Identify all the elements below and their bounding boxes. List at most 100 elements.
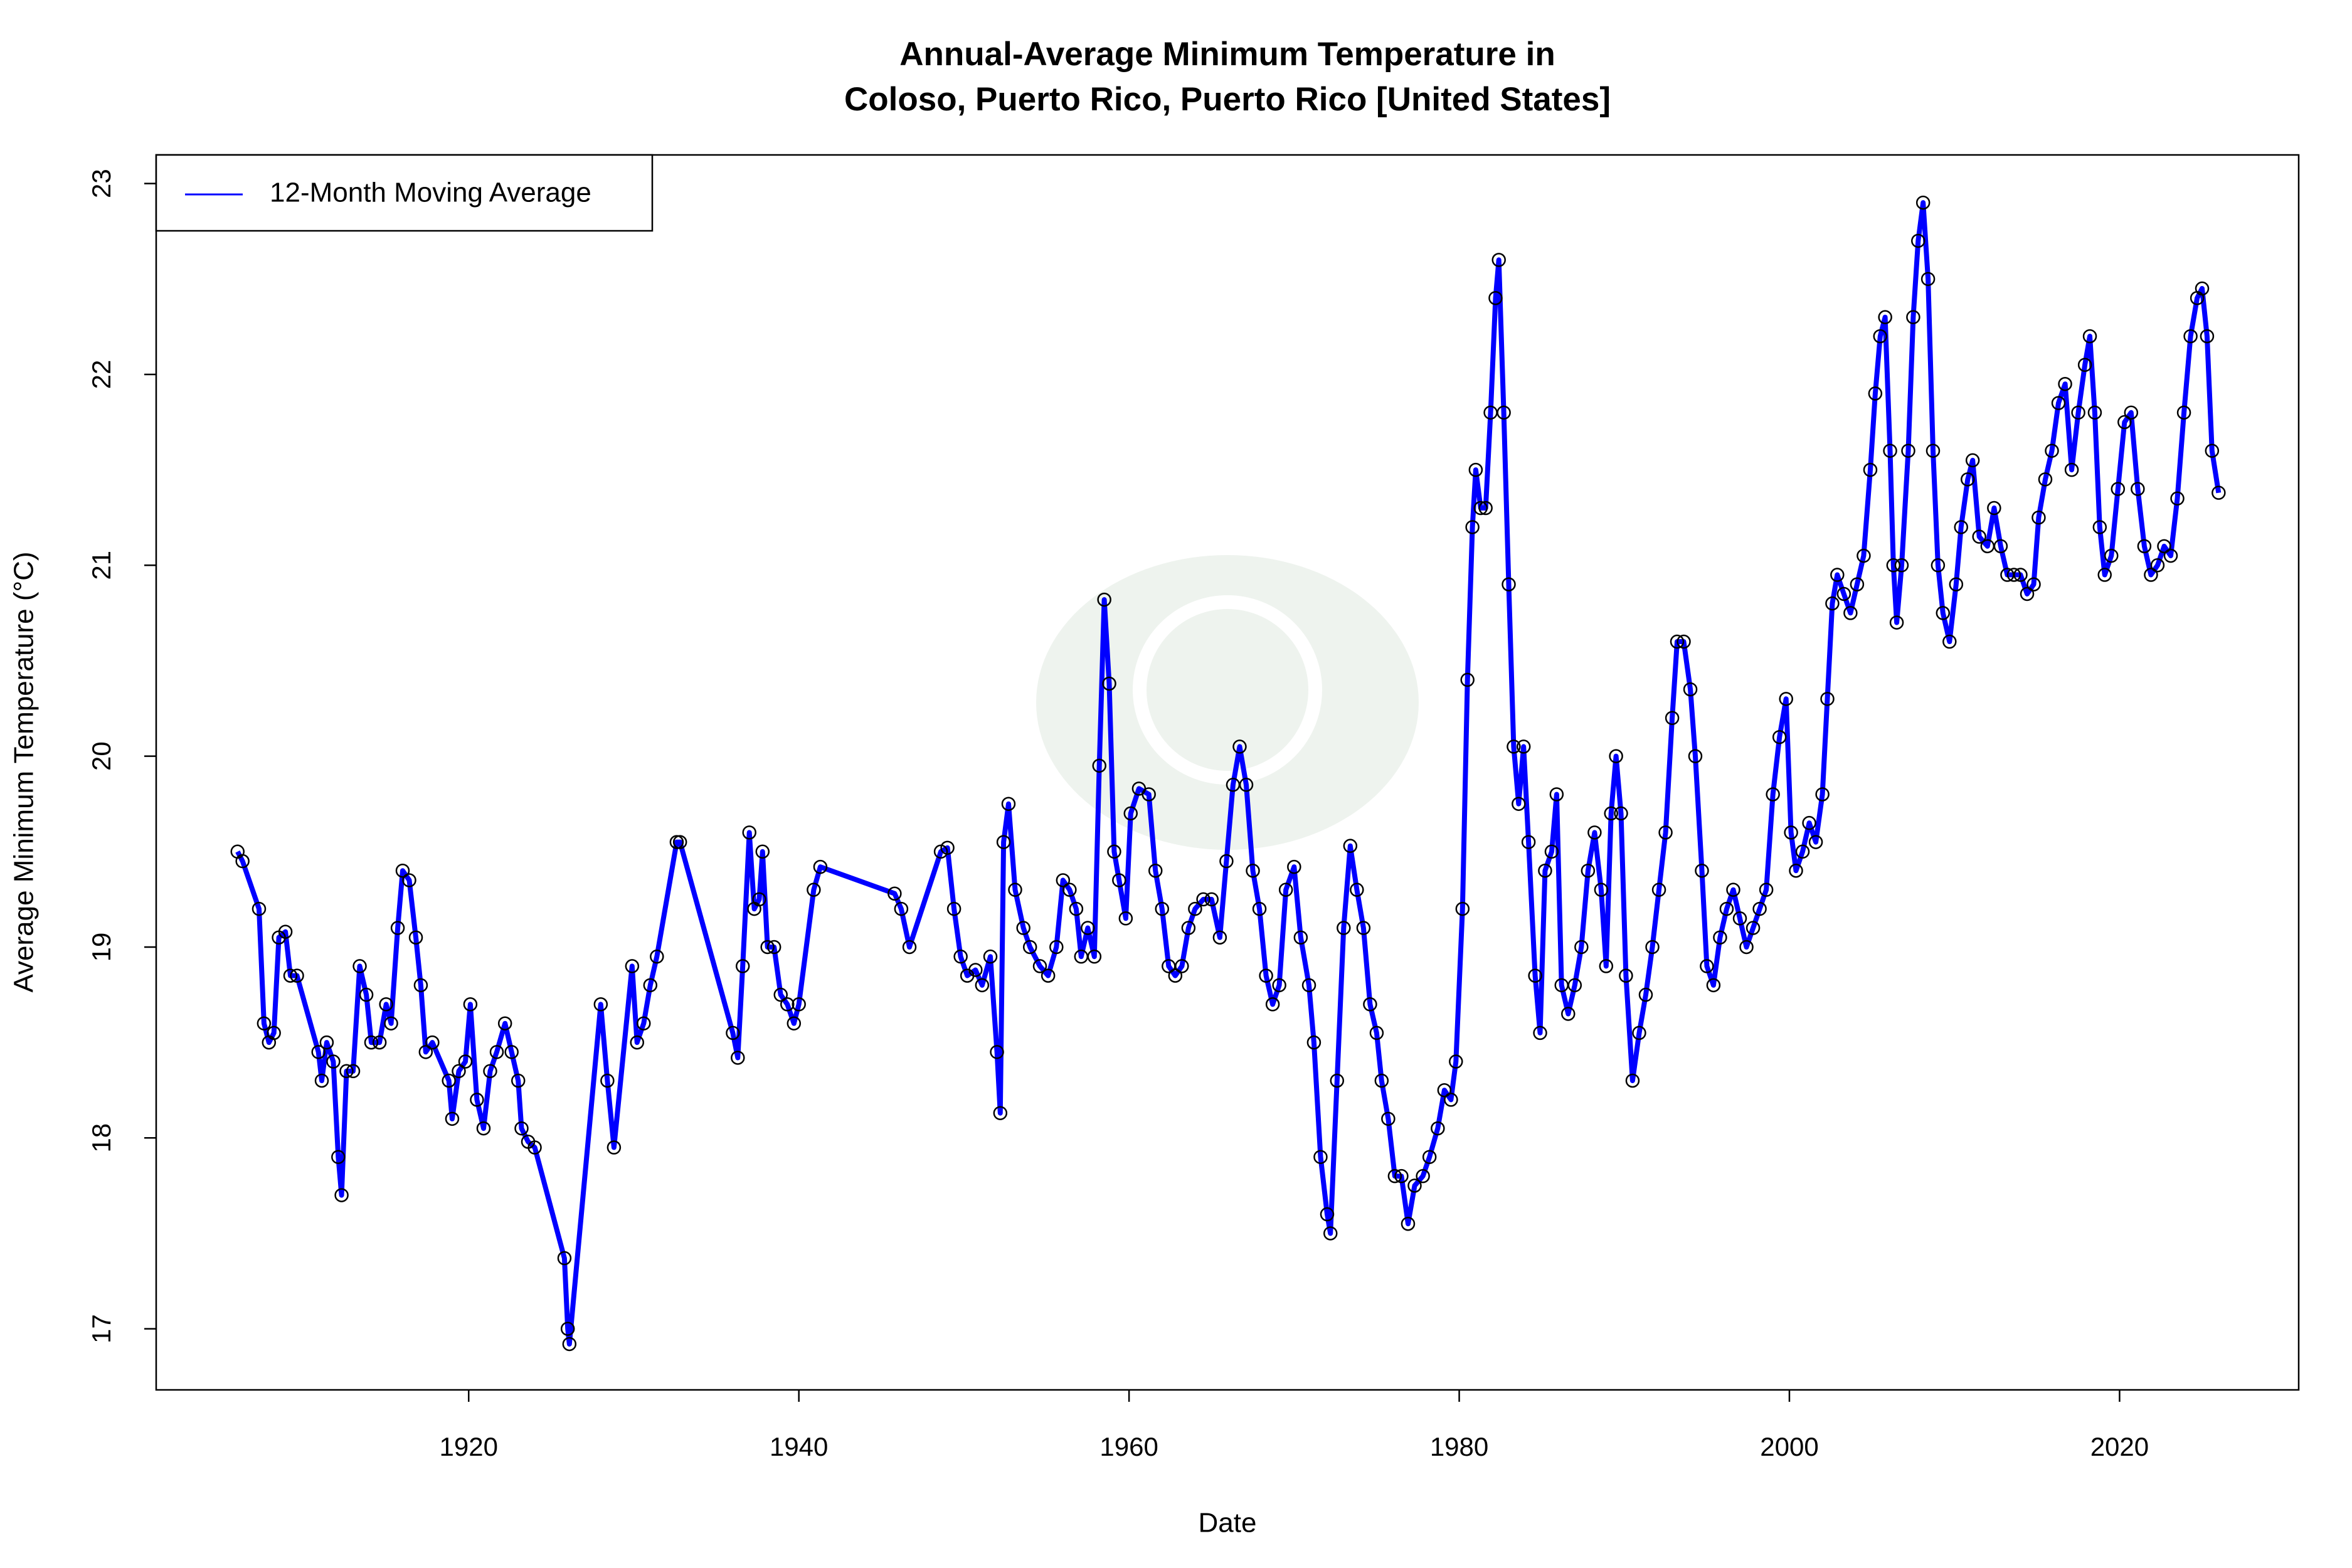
data-point — [1168, 968, 1183, 983]
data-point — [1278, 882, 1293, 897]
data-point — [1614, 806, 1628, 821]
data-point — [1118, 911, 1133, 926]
data-point — [1016, 921, 1030, 935]
data-point — [752, 892, 766, 907]
y-tick-label: 23 — [87, 169, 116, 198]
data-point — [1843, 606, 1858, 620]
data-point — [1041, 968, 1056, 983]
data-point — [2104, 548, 2119, 563]
data-point — [1808, 835, 1823, 849]
data-point — [1092, 758, 1106, 773]
data-point — [278, 924, 293, 939]
data-point — [1401, 1216, 1416, 1231]
data-point — [1369, 1025, 1384, 1041]
data-point — [2117, 415, 2132, 430]
data-point — [993, 1106, 1008, 1120]
data-point — [1008, 882, 1022, 897]
data-point — [527, 1140, 542, 1155]
data-point — [1416, 1168, 1430, 1184]
data-point — [1625, 1073, 1640, 1088]
data-point — [2137, 539, 2152, 554]
x-tick-label: 2000 — [1760, 1432, 1818, 1461]
x-axis-label: Date — [1199, 1508, 1257, 1539]
data-point — [1961, 472, 1975, 487]
data-point — [2170, 491, 2185, 506]
legend-box — [155, 154, 654, 232]
data-point — [1732, 911, 1747, 926]
data-point — [1437, 1083, 1452, 1098]
data-point — [1820, 692, 1835, 706]
data-point — [1825, 596, 1840, 611]
data-point — [1246, 863, 1260, 878]
data-point — [1942, 634, 1957, 649]
data-point — [1491, 253, 1506, 267]
data-point — [1873, 329, 1888, 344]
data-point — [1713, 930, 1727, 945]
data-point — [1252, 901, 1267, 916]
data-point — [1219, 854, 1234, 869]
data-point — [442, 1073, 456, 1088]
data-point — [1272, 978, 1286, 993]
data-point — [1766, 787, 1780, 802]
data-point — [1056, 873, 1071, 887]
data-point — [2205, 443, 2220, 458]
data-point — [339, 1064, 354, 1079]
data-point — [1993, 539, 2008, 554]
data-point — [1972, 529, 1986, 544]
data-point — [1313, 1150, 1328, 1164]
data-point — [1739, 940, 1754, 955]
data-point — [1181, 921, 1196, 935]
data-point — [1954, 520, 1968, 534]
data-point — [497, 1016, 512, 1030]
data-point — [1507, 739, 1521, 754]
data-point — [2077, 358, 2092, 373]
data-point — [1512, 797, 1526, 811]
data-point — [672, 835, 687, 849]
data-point — [1069, 901, 1084, 916]
data-point — [267, 1025, 281, 1041]
data-point — [1188, 901, 1202, 916]
data-point — [1745, 921, 1761, 935]
data-point — [1306, 1035, 1322, 1050]
data-point — [1889, 615, 1904, 630]
data-point — [2195, 281, 2210, 296]
data-point — [395, 863, 410, 878]
data-point — [2087, 405, 2102, 420]
data-point — [290, 968, 304, 983]
data-point — [983, 949, 998, 964]
data-point — [792, 997, 806, 1012]
data-point — [425, 1035, 440, 1050]
data-point — [1581, 863, 1596, 878]
data-point — [1533, 1025, 1547, 1041]
data-point — [319, 1035, 334, 1050]
data-point — [1965, 453, 1980, 468]
data-point — [418, 1045, 433, 1059]
data-point — [1759, 882, 1774, 897]
watermark-globe — [1133, 595, 1322, 785]
data-point — [504, 1045, 519, 1059]
data-point — [379, 997, 393, 1012]
data-point — [311, 1045, 326, 1059]
data-point — [2013, 568, 2028, 582]
data-point — [1097, 592, 1111, 607]
data-point — [2092, 520, 2107, 534]
x-tick-label: 1980 — [1430, 1432, 1488, 1461]
data-point — [283, 968, 298, 983]
data-point — [1449, 1054, 1463, 1069]
data-point — [1719, 901, 1734, 916]
data-point — [2020, 586, 2035, 601]
data-point — [1473, 501, 1488, 516]
data-point — [1868, 386, 1883, 401]
data-point — [1521, 835, 1536, 849]
data-point — [996, 835, 1011, 849]
y-tick-label: 17 — [87, 1314, 116, 1343]
data-point — [1695, 863, 1709, 878]
data-point — [1901, 443, 1915, 458]
data-point — [1677, 634, 1691, 649]
data-point — [1001, 797, 1016, 811]
data-point — [1320, 1207, 1335, 1222]
data-point — [1422, 1150, 1437, 1164]
data-point — [1323, 1226, 1338, 1241]
data-point — [902, 940, 917, 955]
